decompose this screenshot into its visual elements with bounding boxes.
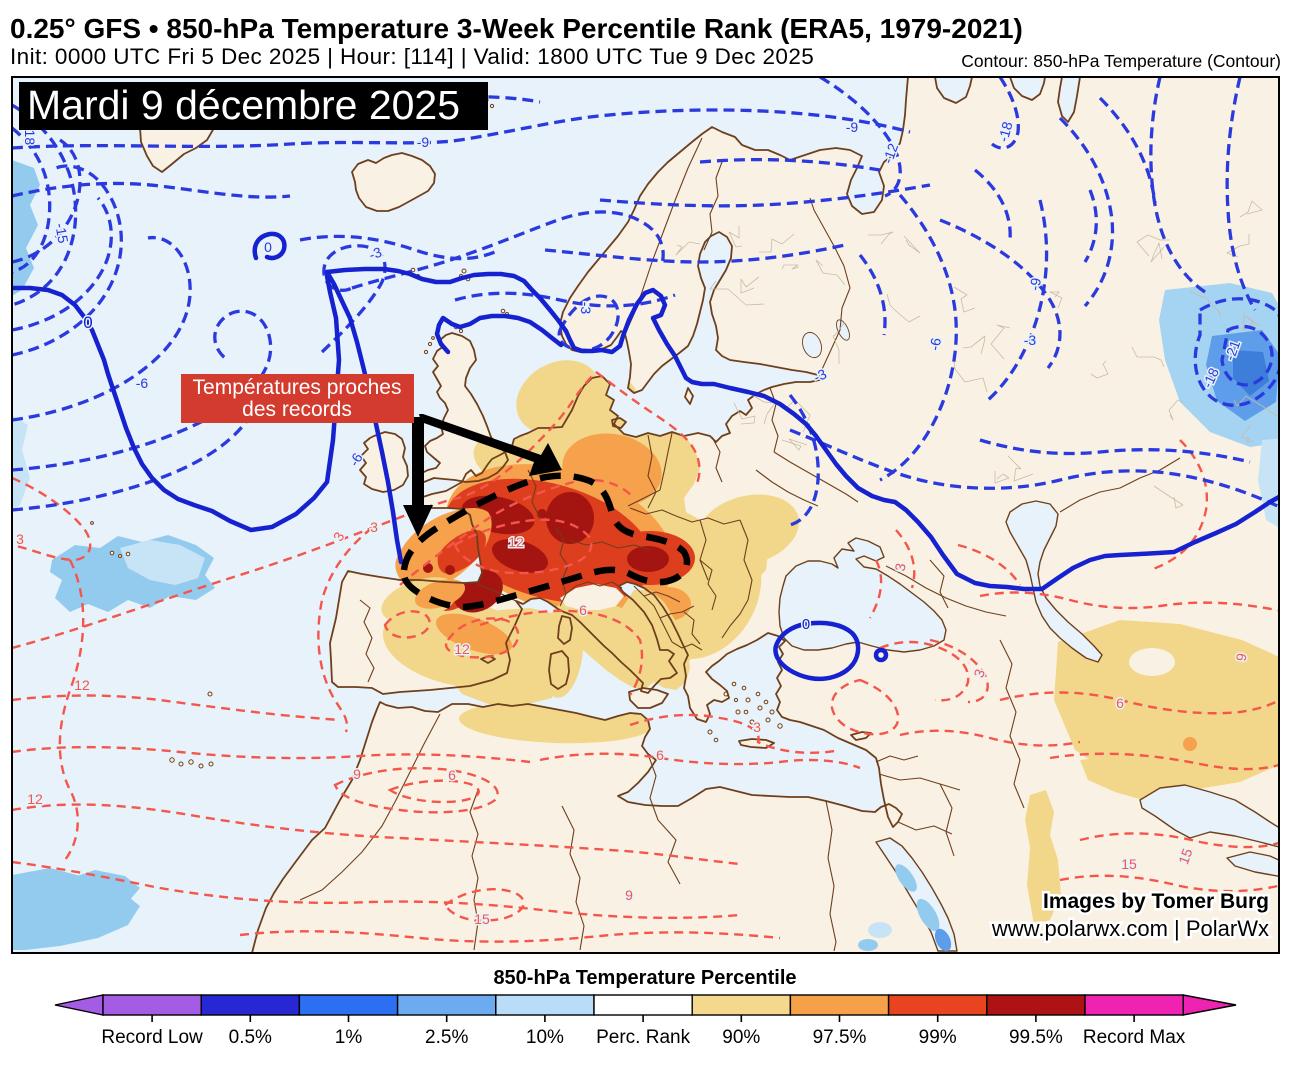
- svg-text:Images by Tomer Burg: Images by Tomer Burg: [1043, 890, 1269, 913]
- svg-text:-6: -6: [926, 336, 944, 351]
- svg-text:12: 12: [508, 534, 524, 550]
- svg-text:15: 15: [474, 911, 490, 927]
- svg-text:0: 0: [802, 616, 810, 633]
- svg-text:-9: -9: [417, 134, 430, 150]
- svg-text:3: 3: [753, 719, 761, 735]
- svg-text:-9: -9: [1026, 276, 1044, 291]
- svg-text:90%: 90%: [722, 1027, 760, 1048]
- svg-text:9: 9: [353, 766, 361, 782]
- svg-text:6: 6: [579, 602, 587, 618]
- svg-text:850-hPa Temperature Percentile: 850-hPa Temperature Percentile: [493, 967, 796, 989]
- svg-text:12: 12: [454, 641, 470, 657]
- svg-text:9: 9: [625, 887, 633, 903]
- svg-text:0.5%: 0.5%: [229, 1027, 272, 1048]
- svg-text:1%: 1%: [335, 1027, 363, 1048]
- svg-text:3: 3: [370, 519, 378, 535]
- svg-text:Record Low: Record Low: [101, 1027, 203, 1048]
- svg-text:3: 3: [16, 531, 24, 547]
- svg-text:Températures proches: Températures proches: [193, 376, 402, 399]
- svg-text:6: 6: [1116, 695, 1124, 711]
- svg-text:www.polarwx.com | PolarWx: www.polarwx.com | PolarWx: [991, 916, 1269, 941]
- svg-text:2.5%: 2.5%: [425, 1027, 468, 1048]
- svg-text:des records: des records: [242, 398, 352, 421]
- svg-text:-18: -18: [995, 120, 1016, 144]
- svg-text:-3: -3: [1024, 332, 1037, 348]
- svg-text:-3: -3: [578, 302, 594, 315]
- svg-text:99.5%: 99.5%: [1009, 1027, 1063, 1048]
- svg-text:Mardi 9 décembre 2025: Mardi 9 décembre 2025: [27, 82, 460, 128]
- svg-text:15: 15: [1175, 846, 1195, 866]
- svg-text:0: 0: [83, 313, 92, 332]
- svg-text:12: 12: [27, 791, 43, 807]
- svg-text:0: 0: [264, 239, 272, 255]
- svg-text:12: 12: [74, 677, 90, 693]
- svg-text:-9: -9: [846, 119, 859, 135]
- svg-text:6: 6: [656, 747, 664, 763]
- svg-text:15: 15: [1121, 856, 1137, 872]
- svg-text:Perc. Rank: Perc. Rank: [596, 1027, 690, 1048]
- svg-text:97.5%: 97.5%: [813, 1027, 867, 1048]
- svg-text:10%: 10%: [526, 1027, 564, 1048]
- svg-text:Record Max: Record Max: [1083, 1027, 1186, 1048]
- svg-text:-15: -15: [52, 222, 71, 245]
- svg-text:6: 6: [448, 767, 456, 783]
- svg-text:-6: -6: [136, 375, 149, 391]
- svg-text:99%: 99%: [919, 1027, 957, 1048]
